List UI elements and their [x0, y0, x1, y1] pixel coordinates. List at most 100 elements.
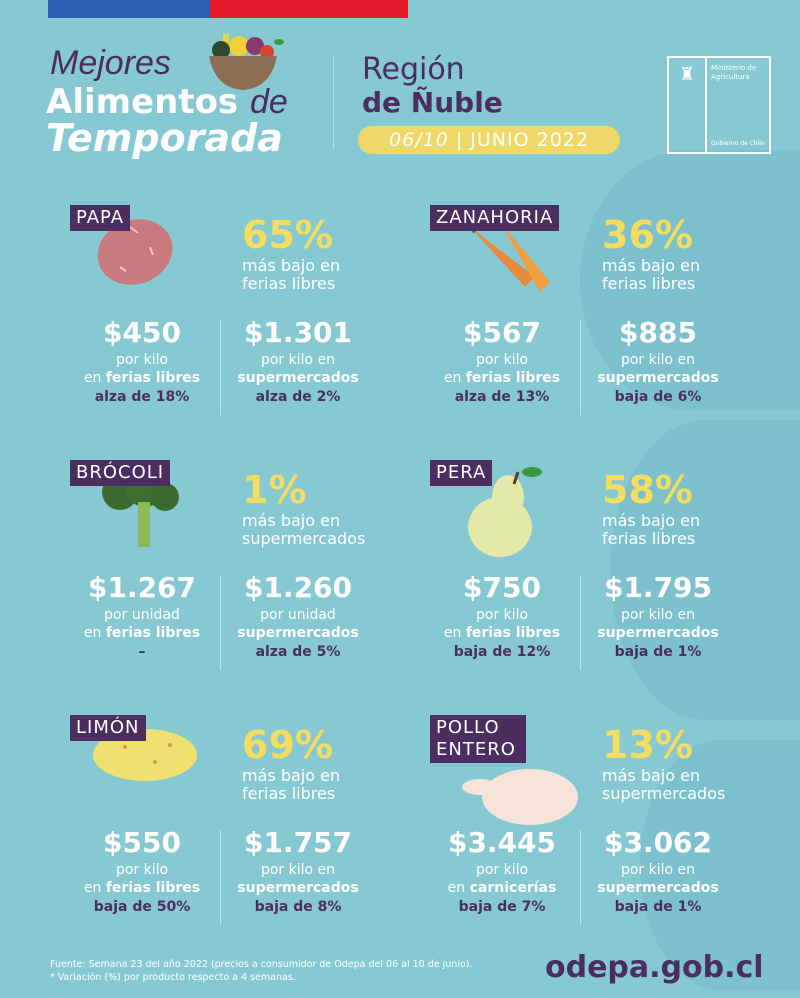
price-amount: $1.267 [87, 571, 197, 604]
source-note: Fuente: Semana 23 del año 2022 (precios … [50, 959, 473, 970]
product-label: ZANAHORIA [430, 205, 560, 231]
savings-line: ferias libres [602, 529, 696, 548]
price-amount: $1.757 [243, 826, 353, 859]
title-line1: Mejores [50, 44, 171, 82]
channel-prefix: en [447, 880, 470, 896]
price-left: $450 por kilo en ferias libres alza de 1… [62, 315, 222, 407]
title-line3: Temporada [46, 116, 283, 160]
price-divider [580, 320, 581, 415]
price-amount: $1.301 [243, 316, 353, 349]
price-amount: $3.445 [447, 826, 557, 859]
price-right: $1.260 por unidad supermercados alza de … [218, 570, 378, 662]
price-change: baja de 8% [254, 899, 342, 915]
product-label: PAPA [70, 205, 131, 231]
price-change: baja de 1% [614, 899, 702, 915]
date-badge: 06/10 | JUNIO 2022 [358, 126, 620, 154]
price-left: $3.445 por kilo en carnicerías baja de 7… [422, 825, 582, 917]
region-line2: de Ñuble [362, 86, 503, 119]
price-amount: $1.260 [243, 571, 353, 604]
product-label: POLLO ENTERO [430, 715, 526, 763]
price-unit: por unidad [104, 607, 180, 623]
price-left: $750 por kilo en ferias libres baja de 1… [422, 570, 582, 662]
price-divider [220, 320, 221, 415]
channel-prefix: en [443, 625, 466, 641]
price-amount: $550 [103, 826, 181, 859]
price-change: baja de 50% [93, 899, 191, 915]
savings-text: más bajo en ferias libres [242, 767, 392, 803]
basket-icon [209, 34, 284, 90]
ministry-logo: ♜ Ministerio de Agricultura Gobierno de C… [667, 56, 771, 154]
product-card: LIMÓN 69% más bajo en ferias libres $550 … [60, 715, 400, 945]
savings-text: más bajo en supermercados [602, 767, 752, 803]
price-channel: supermercados [218, 369, 378, 387]
price-channel: en ferias libres [62, 369, 222, 387]
channel-name: ferias libres [465, 370, 561, 386]
product-card: PAPA 65% más bajo en ferias libres $450 p… [60, 205, 400, 435]
background-shape [640, 740, 800, 990]
price-unit: por kilo en [260, 352, 336, 368]
price-change: baja de 12% [453, 644, 551, 660]
product-label: BRÓCOLI [70, 460, 171, 486]
price-unit: por kilo [475, 862, 529, 878]
price-change: baja de 6% [614, 389, 702, 405]
product-illustration-icon [450, 462, 550, 566]
price-divider [220, 575, 221, 670]
channel-prefix: en [83, 370, 106, 386]
price-amount: $750 [463, 571, 541, 604]
price-change: baja de 7% [458, 899, 546, 915]
price-right: $1.795 por kilo en supermercados baja de… [578, 570, 738, 662]
price-left: $1.267 por unidad en ferias libres – [62, 570, 222, 662]
price-change: alza de 18% [94, 389, 190, 405]
price-channel: supermercados [578, 879, 738, 897]
price-channel: en ferias libres [422, 624, 582, 642]
price-unit: por unidad [260, 607, 336, 623]
savings-percent: 65% [242, 213, 333, 257]
channel-name: ferias libres [105, 625, 201, 641]
product-label: LIMÓN [70, 715, 146, 741]
price-unit: por kilo [475, 607, 529, 623]
price-channel: supermercados [218, 624, 378, 642]
website-link[interactable]: odepa.gob.cl [545, 950, 764, 985]
price-amount: $885 [619, 316, 697, 349]
price-right: $885 por kilo en supermercados baja de 6… [578, 315, 738, 407]
product-illustration-icon [90, 207, 180, 301]
price-left: $567 por kilo en ferias libres alza de 1… [422, 315, 582, 407]
savings-percent: 58% [602, 468, 693, 512]
price-right: $3.062 por kilo en supermercados baja de… [578, 825, 738, 917]
date-month: JUNIO 2022 [470, 129, 589, 151]
product-card: POLLO ENTERO 13% más bajo en supermercado… [420, 715, 760, 945]
price-unit: por kilo [115, 352, 169, 368]
savings-line: más bajo en [602, 766, 701, 785]
price-change: baja de 1% [614, 644, 702, 660]
product-label: PERA [430, 460, 493, 486]
savings-line: más bajo en [602, 511, 701, 530]
background-shape [610, 420, 800, 720]
channel-name: supermercados [597, 625, 719, 641]
price-left: $550 por kilo en ferias libres baja de 5… [62, 825, 222, 917]
price-change: alza de 2% [255, 389, 341, 405]
product-card: BRÓCOLI 1% más bajo en supermercados $1.2… [60, 460, 400, 690]
flag-stripe-red [210, 0, 408, 18]
title-word: Alimentos [46, 82, 239, 122]
savings-line: ferias libres [242, 784, 336, 803]
region-line1: Región [362, 52, 465, 87]
savings-percent: 1% [242, 468, 307, 512]
product-illustration-icon [450, 717, 580, 841]
price-divider [580, 575, 581, 670]
channel-prefix: en [443, 370, 466, 386]
price-divider [580, 830, 581, 925]
price-right: $1.301 por kilo en supermercados alza de… [218, 315, 378, 407]
product-card: ZANAHORIA 36% más bajo en ferias libres $… [420, 205, 760, 435]
price-channel: supermercados [578, 624, 738, 642]
price-unit: por kilo en [260, 862, 336, 878]
background-shape [580, 150, 800, 410]
savings-line: supermercados [242, 529, 366, 548]
channel-name: ferias libres [105, 370, 201, 386]
channel-name: supermercados [237, 370, 359, 386]
channel-name: supermercados [597, 880, 719, 896]
header-divider [333, 55, 334, 150]
ministry-name: Agricultura [711, 73, 750, 81]
price-unit: por kilo en [620, 352, 696, 368]
savings-text: más bajo en supermercados [242, 512, 392, 548]
price-divider [220, 830, 221, 925]
